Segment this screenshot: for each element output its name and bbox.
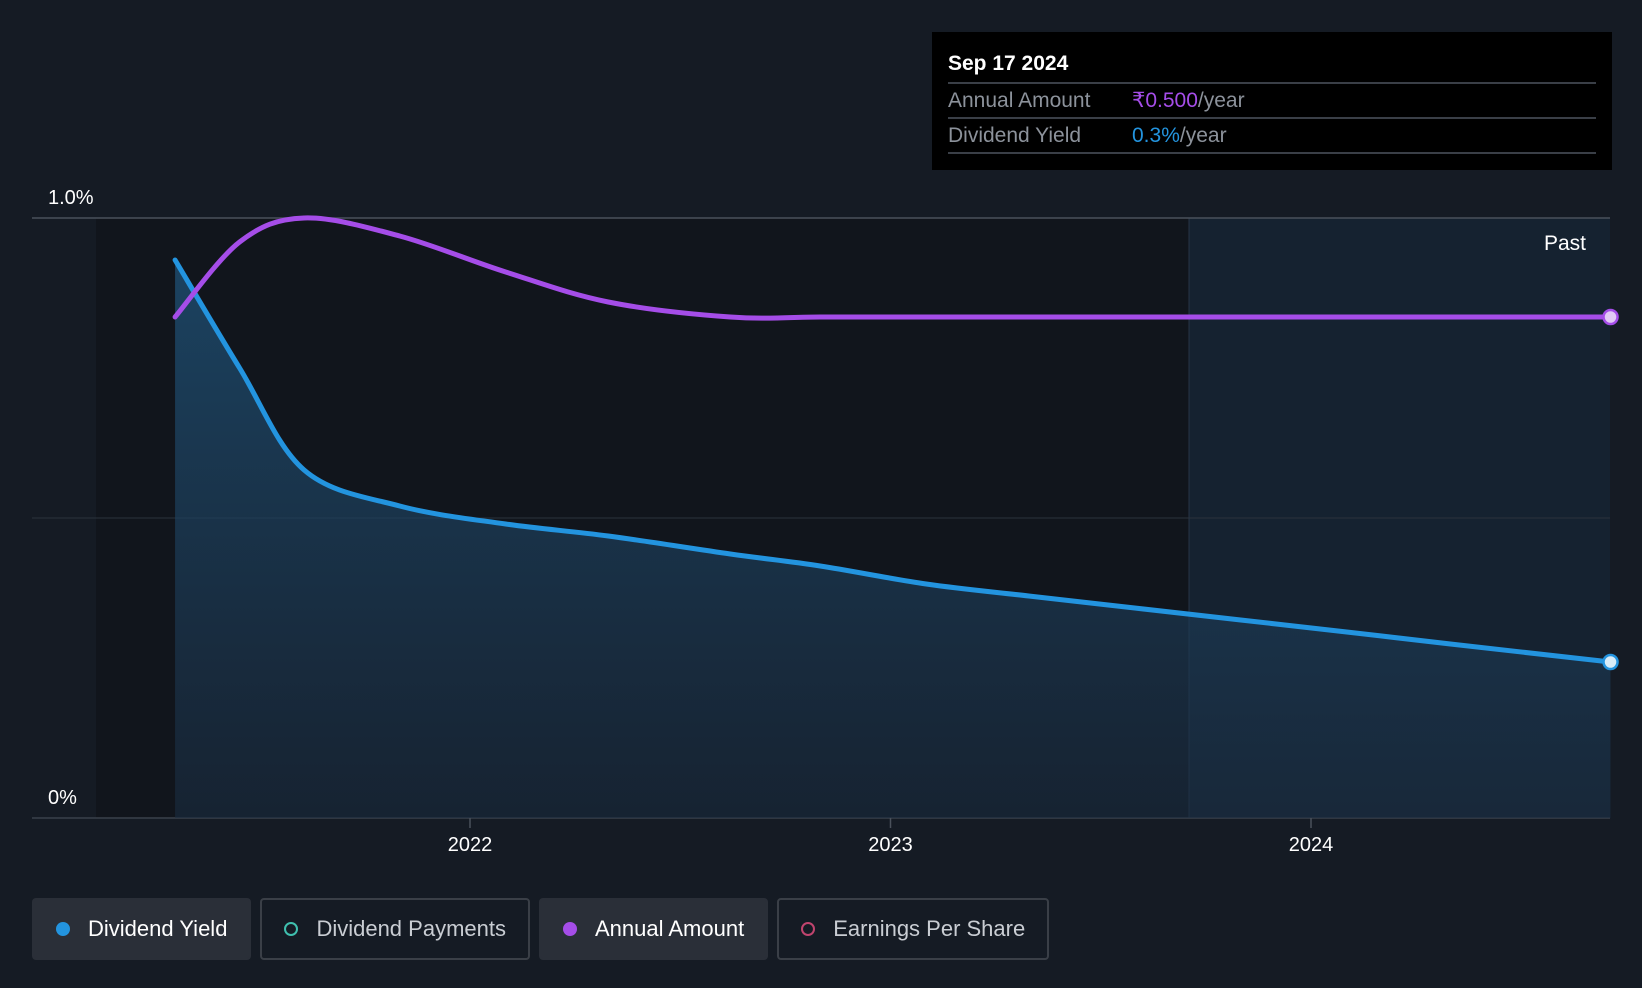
past-region-label: Past: [1544, 232, 1586, 255]
x-tick-label: 2024: [1289, 834, 1334, 856]
x-tick-label: 2023: [868, 834, 913, 856]
legend-dot-icon: [562, 922, 577, 936]
legend-annual-amount[interactable]: Annual Amount: [538, 898, 769, 960]
tooltip-value: 0.3%: [1132, 124, 1180, 147]
annual-amount-endpoint: [1602, 308, 1619, 326]
legend-ring-icon: [284, 922, 299, 936]
tooltip-label: Dividend Yield: [948, 124, 1082, 147]
legend-dot-icon: [56, 922, 70, 936]
y-tick-label: 1.0%: [48, 187, 94, 209]
legend-earnings-per-share[interactable]: Earnings Per Share: [777, 898, 1050, 960]
legend-label: Annual Amount: [594, 916, 745, 941]
y-tick-label: 0%: [48, 787, 77, 809]
tooltip-value: ₹0.500: [1132, 89, 1198, 112]
dividend-yield-area: [175, 260, 1611, 818]
dividend-yield-endpoint: [1602, 653, 1619, 671]
x-tick-label: 2022: [448, 834, 493, 856]
chart-tooltip: Sep 17 2024 Annual Amount ₹0.500 /year D…: [932, 32, 1612, 170]
tooltip-date: Sep 17 2024: [948, 52, 1069, 75]
tooltip-unit: /year: [1179, 124, 1227, 147]
legend-dividend-payments[interactable]: Dividend Payments: [260, 898, 530, 960]
tooltip-row-annual-amount: Annual Amount ₹0.500 /year: [948, 82, 1596, 117]
tooltip-label: Annual Amount: [948, 89, 1091, 112]
tooltip-unit: /year: [1197, 89, 1245, 112]
legend-label: Earnings Per Share: [833, 916, 1026, 941]
chart-legend: Dividend Yield Dividend Payments Annual …: [32, 898, 1050, 960]
tooltip-row-dividend-yield: Dividend Yield 0.3% /year: [948, 117, 1596, 154]
legend-label: Dividend Payments: [316, 916, 506, 941]
legend-label: Dividend Yield: [88, 916, 228, 941]
legend-ring-icon: [801, 922, 816, 936]
annual-amount-line: [172, 215, 1614, 321]
dividend-yield-line: [172, 257, 1614, 665]
legend-dividend-yield[interactable]: Dividend Yield: [32, 898, 252, 960]
